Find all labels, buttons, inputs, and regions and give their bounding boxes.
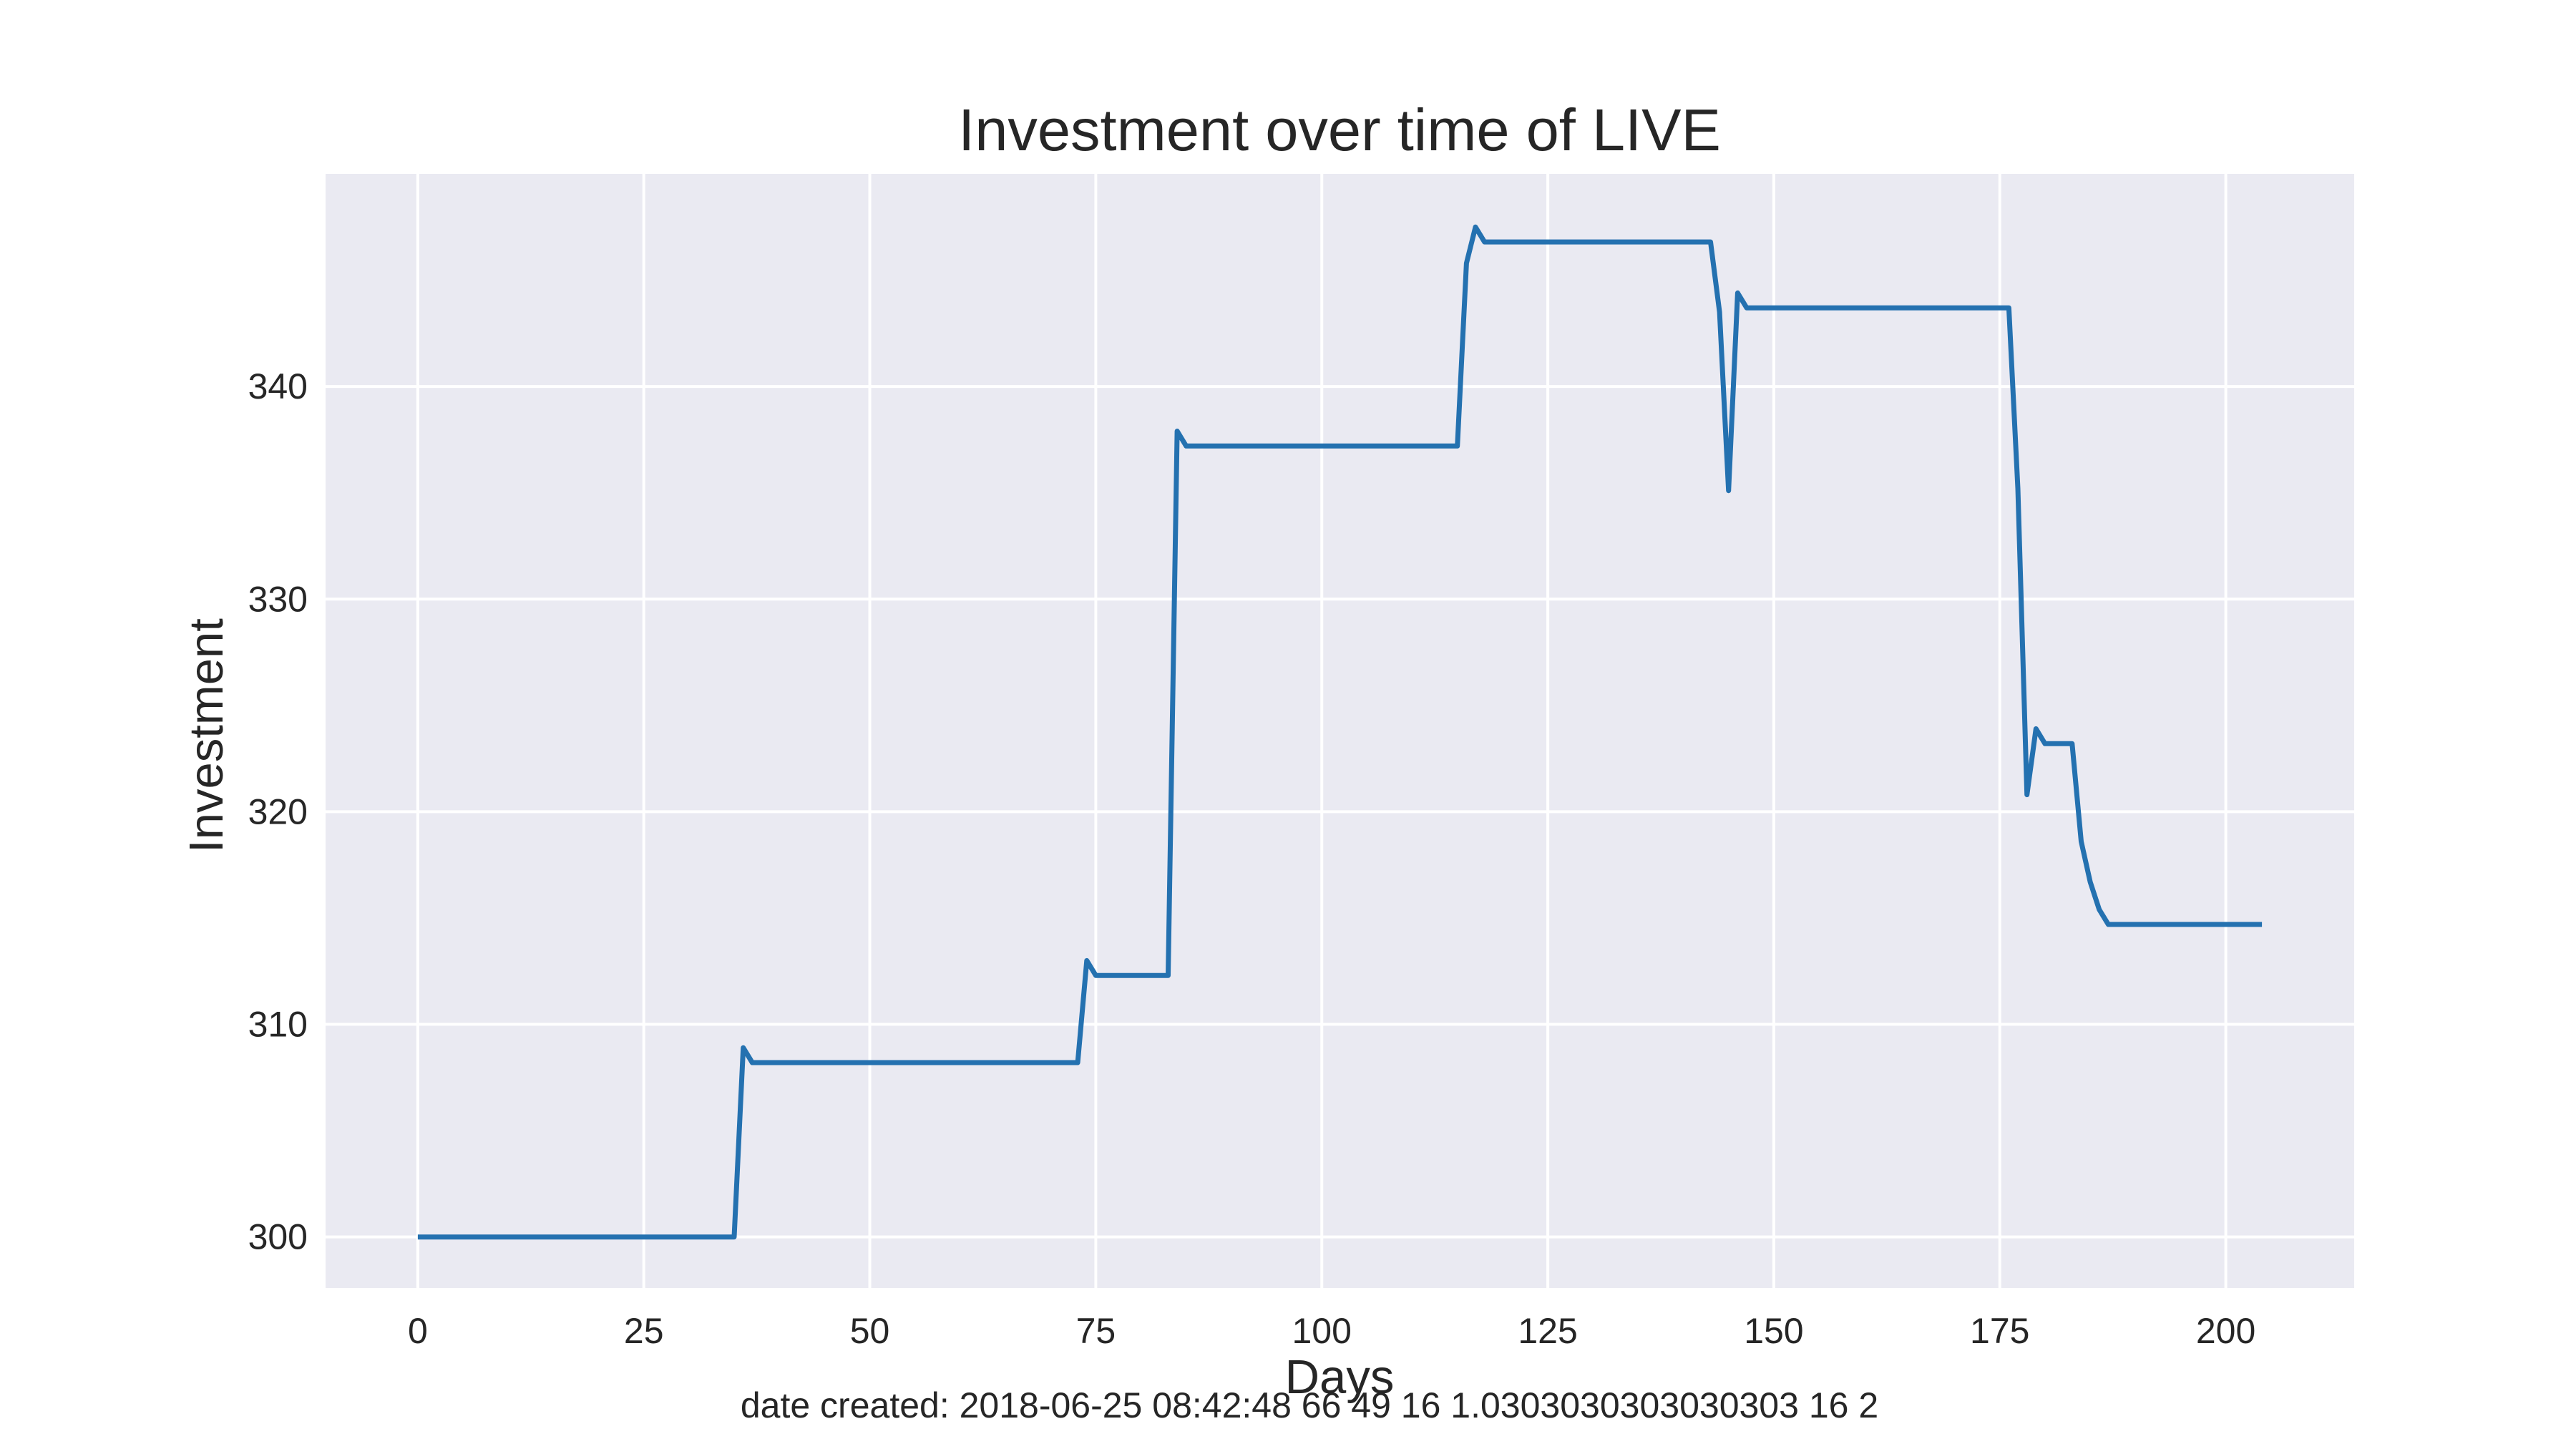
x-tick-label: 175 — [1970, 1311, 2029, 1351]
y-tick-label: 310 — [248, 1005, 308, 1045]
y-axis-label: Investment — [180, 618, 233, 853]
x-tick-label: 100 — [1292, 1311, 1352, 1351]
x-tick-label: 150 — [1744, 1311, 1803, 1351]
x-tick-label: 50 — [850, 1311, 890, 1351]
chart-title: Investment over time of LIVE — [958, 97, 1721, 163]
x-tick-label: 125 — [1518, 1311, 1577, 1351]
y-tick-label: 320 — [248, 791, 308, 831]
series-layer — [417, 224, 2263, 1240]
x-tick-label: 75 — [1076, 1311, 1116, 1351]
x-tick-label: 0 — [408, 1311, 428, 1351]
tick-labels: 0 25 50 75 100 125 150 175 200 300 310 320 330 340 — [248, 366, 2256, 1351]
y-tick-label: 300 — [248, 1217, 308, 1257]
x-tick-label: 25 — [624, 1311, 664, 1351]
footer-note: date created: 2018-06-25 08:42:48 66 49 … — [741, 1385, 1878, 1425]
x-tick-label: 200 — [2196, 1311, 2255, 1351]
y-tick-label: 330 — [248, 579, 308, 619]
series-line-investment — [417, 224, 2263, 1240]
y-tick-label: 340 — [248, 366, 308, 406]
x-axis-label: Days — [1285, 1350, 1395, 1404]
plot-area — [326, 174, 2354, 1288]
grid — [326, 174, 2354, 1288]
